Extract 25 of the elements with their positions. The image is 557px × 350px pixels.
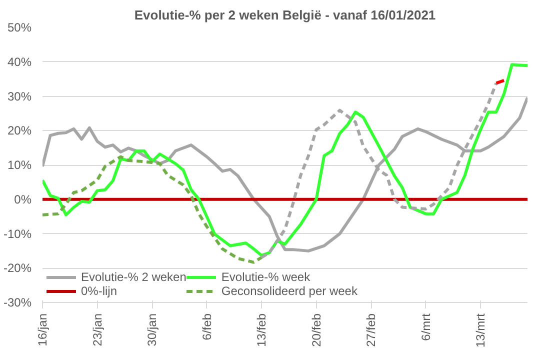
y-tick-label: -30% xyxy=(3,296,32,310)
y-tick-label: 10% xyxy=(7,158,32,172)
x-tick-label: 6/feb xyxy=(200,313,214,340)
y-tick-label: 40% xyxy=(7,54,32,69)
line-series xyxy=(42,155,264,264)
y-tick-label: -10% xyxy=(3,226,32,241)
y-tick-label: 0% xyxy=(14,192,32,206)
x-tick-label: 20/feb xyxy=(309,313,324,347)
y-tick-label: -20% xyxy=(3,261,32,276)
x-tick-label: 6/mrt xyxy=(418,312,433,341)
x-tick-label: 16/jan xyxy=(36,313,50,346)
y-tick-label: 20% xyxy=(7,124,32,138)
legend-label: 0%-lijn xyxy=(81,284,118,298)
legend-label: Evolutie-% week xyxy=(221,270,310,284)
x-tick-label: 30/jan xyxy=(145,313,160,346)
x-tick-label: 13/feb xyxy=(254,313,269,347)
x-tick-label: 27/feb xyxy=(364,313,378,347)
y-tick-label: 30% xyxy=(7,89,32,104)
y-tick-label: 50% xyxy=(7,20,32,34)
legend-label: Evolutie-% 2 weken xyxy=(81,270,186,284)
chart-title: Evolutie-% per 2 weken België - vanaf 16/01/2021 xyxy=(134,8,436,22)
line-series xyxy=(42,63,528,257)
x-tick-label: 13/mrt xyxy=(474,312,488,348)
legend-label: Geconsolideerd per week xyxy=(221,284,358,298)
x-tick-label: 23/jan xyxy=(90,313,104,346)
